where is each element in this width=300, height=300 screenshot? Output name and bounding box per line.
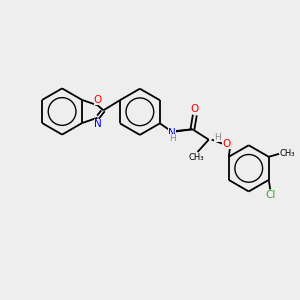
Text: O: O <box>191 104 199 114</box>
Text: O: O <box>222 139 231 149</box>
Text: O: O <box>94 94 102 105</box>
Text: H: H <box>169 134 176 143</box>
Text: CH₃: CH₃ <box>188 154 204 163</box>
Text: N: N <box>168 128 176 137</box>
Text: H: H <box>214 133 220 142</box>
Text: Cl: Cl <box>266 190 276 200</box>
Text: CH₃: CH₃ <box>280 149 296 158</box>
Text: N: N <box>94 118 102 129</box>
